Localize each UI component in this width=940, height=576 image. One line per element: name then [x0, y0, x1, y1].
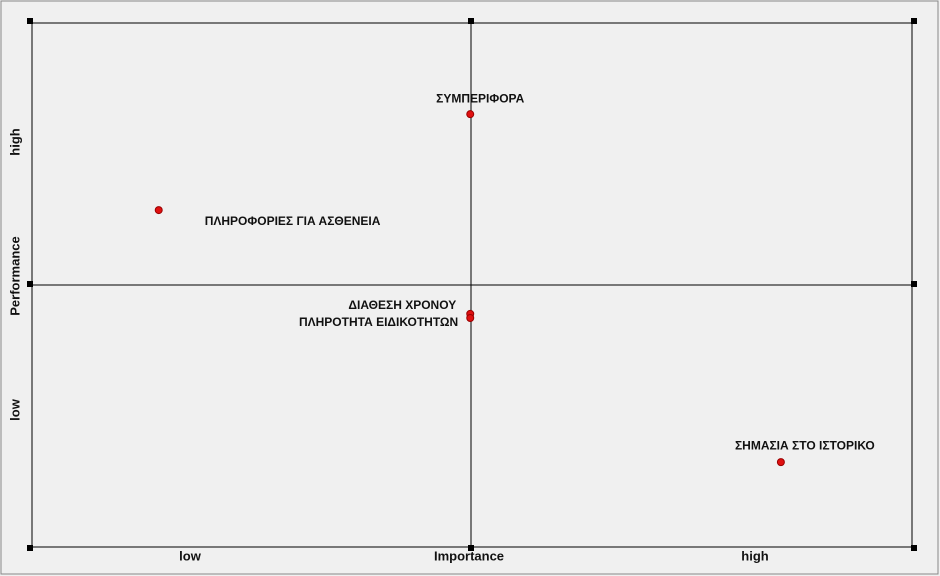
x-low-label: low	[179, 548, 202, 563]
point-label: ΔΙΑΘΕΣΗ ΧΡΟΝΟΥ	[348, 298, 456, 312]
point-label: ΣΥΜΠΕΡΙΦΟΡΑ	[436, 91, 525, 105]
point-label: ΠΛΗΡΟΦΟΡΙΕΣ ΓΙΑ ΑΣΘΕΝΕΙΑ	[205, 214, 381, 228]
y-low-label: low	[7, 398, 22, 421]
point	[466, 110, 475, 119]
point-label: ΠΛΗΡΟΤΗΤΑ ΕΙΔΙΚΟΤΗΤΩΝ	[299, 315, 458, 329]
x-axis-label: Importance	[434, 548, 504, 563]
point	[154, 206, 163, 215]
x-high-label: high	[741, 548, 768, 563]
point	[776, 458, 785, 467]
point	[466, 314, 475, 323]
y-axis-label: Performance	[7, 236, 22, 315]
selection-handles	[27, 18, 917, 551]
y-high-label: high	[7, 128, 22, 155]
point-label: ΣΗΜΑΣΙΑ ΣΤΟ ΙΣΤΟΡΙΚΟ	[735, 438, 875, 452]
